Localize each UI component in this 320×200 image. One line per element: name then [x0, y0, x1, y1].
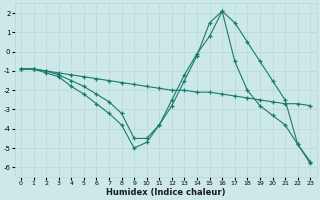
- X-axis label: Humidex (Indice chaleur): Humidex (Indice chaleur): [106, 188, 225, 197]
